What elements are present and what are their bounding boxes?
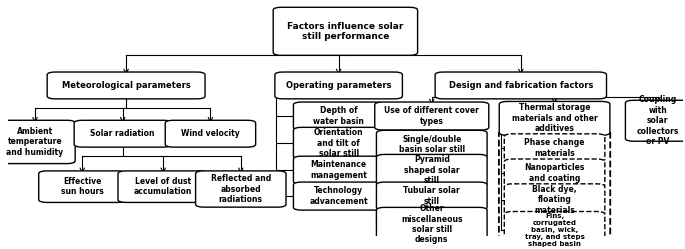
FancyBboxPatch shape (377, 182, 487, 210)
Text: Effective
sun hours: Effective sun hours (61, 177, 103, 196)
FancyBboxPatch shape (0, 120, 75, 164)
FancyBboxPatch shape (273, 7, 418, 55)
FancyBboxPatch shape (504, 159, 605, 187)
FancyBboxPatch shape (118, 171, 208, 202)
FancyBboxPatch shape (504, 134, 605, 162)
Text: Coupling
with
solar
collectors
or PV: Coupling with solar collectors or PV (636, 95, 679, 146)
FancyBboxPatch shape (74, 120, 171, 147)
FancyBboxPatch shape (293, 127, 384, 159)
Text: Maintenance
management: Maintenance management (310, 161, 367, 180)
FancyBboxPatch shape (196, 171, 286, 207)
FancyBboxPatch shape (39, 171, 126, 202)
FancyBboxPatch shape (377, 130, 487, 158)
FancyBboxPatch shape (275, 72, 402, 99)
FancyBboxPatch shape (293, 182, 384, 210)
Text: Pyramid
shaped solar
still: Pyramid shaped solar still (404, 155, 460, 185)
Text: Reflected and
absorbed
radiations: Reflected and absorbed radiations (211, 174, 271, 204)
Text: Tubular solar
still: Tubular solar still (403, 187, 460, 206)
Text: Depth of
water basin: Depth of water basin (313, 106, 364, 126)
Text: Use of different cover
types: Use of different cover types (384, 106, 479, 126)
Text: Meteorological parameters: Meteorological parameters (62, 81, 190, 90)
FancyBboxPatch shape (293, 156, 384, 184)
FancyBboxPatch shape (293, 102, 384, 130)
FancyBboxPatch shape (499, 101, 610, 135)
FancyBboxPatch shape (504, 211, 605, 249)
Text: Operating parameters: Operating parameters (286, 81, 391, 90)
FancyBboxPatch shape (375, 102, 489, 130)
Text: Fins,
corrugated
basin, wick,
tray, and steps
shaped basin: Fins, corrugated basin, wick, tray, and … (525, 213, 584, 247)
FancyBboxPatch shape (47, 72, 205, 99)
Text: Black dye,
floating
materials: Black dye, floating materials (532, 185, 577, 214)
Text: Factors influence solar
still performance: Factors influence solar still performanc… (287, 22, 403, 41)
Text: Level of dust
accumulation: Level of dust accumulation (134, 177, 192, 196)
Text: Phase change
materials: Phase change materials (524, 138, 585, 158)
Text: Solar radiation: Solar radiation (90, 129, 155, 138)
FancyBboxPatch shape (165, 120, 256, 147)
Text: Other
miscellaneous
solar still
designs: Other miscellaneous solar still designs (401, 204, 462, 245)
Text: Design and fabrication factors: Design and fabrication factors (449, 81, 593, 90)
Text: Thermal storage
materials and other
additives: Thermal storage materials and other addi… (512, 104, 597, 133)
Text: Wind velocity: Wind velocity (181, 129, 240, 138)
FancyBboxPatch shape (625, 100, 685, 141)
FancyBboxPatch shape (504, 184, 605, 215)
Text: Single/double
basin solar still: Single/double basin solar still (399, 135, 465, 154)
FancyBboxPatch shape (377, 207, 487, 241)
Text: Ambient
temperature
and humidity: Ambient temperature and humidity (6, 127, 64, 157)
FancyBboxPatch shape (377, 154, 487, 186)
FancyBboxPatch shape (435, 72, 606, 99)
Text: Technology
advancement: Technology advancement (310, 187, 368, 206)
Text: Nanoparticles
and coating: Nanoparticles and coating (525, 163, 585, 183)
Text: Orientation
and tilt of
solar still: Orientation and tilt of solar still (314, 128, 364, 158)
